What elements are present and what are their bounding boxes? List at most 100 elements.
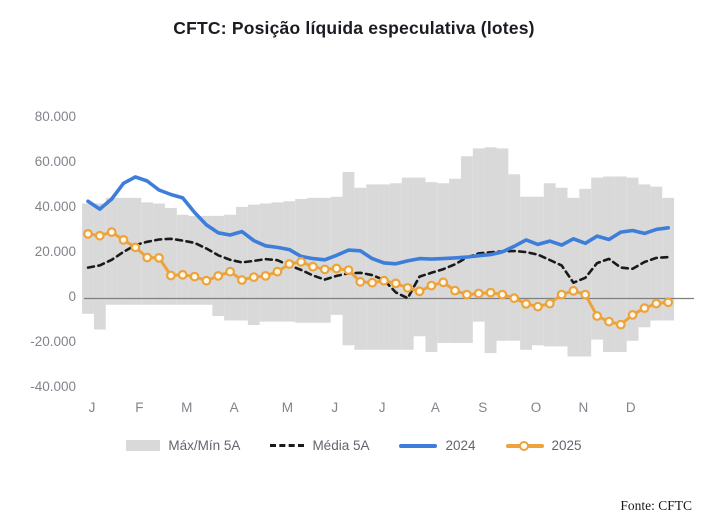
data-point-marker [509,293,520,304]
chart-title: CFTC: Posição líquida especulativa (lote… [173,18,535,38]
data-point-marker [402,283,413,293]
x-axis-month-label: M [281,400,293,415]
legend-swatch [270,444,305,447]
data-point-marker [236,275,247,285]
band-column [354,187,367,350]
band-column [650,186,663,321]
data-point-marker [94,230,105,241]
band-column [437,183,450,343]
data-point-marker [118,234,129,245]
data-point-marker [462,289,472,300]
y-axis-tick-label: 80.000 [34,109,76,124]
data-point-marker [260,271,271,281]
data-point-marker [106,227,117,238]
band-column [662,197,675,321]
legend-item-2025: 2025 [505,438,582,453]
data-point-marker [355,276,366,287]
legend-label: 2025 [551,438,582,453]
band-column [484,147,497,354]
data-point-marker [604,316,614,327]
band-column [389,183,402,350]
data-point-marker [272,266,283,277]
data-point-marker [627,310,638,320]
band-column [82,203,94,314]
data-point-marker [165,270,176,281]
x-axis-month-label: O [530,400,542,415]
data-point-marker [485,287,496,298]
data-point-marker [296,256,307,267]
band-column [449,178,461,343]
data-point-marker [343,265,354,276]
legend-label: Média 5A [312,438,370,453]
data-point-marker [201,275,212,286]
band-column [543,183,556,347]
data-point-marker [331,263,342,274]
band-column [164,208,177,305]
band-column [188,215,201,305]
data-point-marker [367,277,378,288]
data-point-marker [379,275,389,286]
band-column [460,156,473,343]
data-point-marker [639,303,650,314]
band-column [638,184,651,328]
y-axis-tick-label: 20.000 [34,244,76,259]
x-axis-month-label: S [478,400,488,415]
source-note: Fonte: CFTC [620,498,692,513]
data-point-marker [130,242,141,253]
data-point-marker [177,269,188,280]
data-point-marker [213,271,224,281]
series-2024-line [86,175,671,266]
band-column [259,203,272,322]
data-point-marker [154,252,164,263]
data-point-marker [248,272,259,283]
band-column [579,188,592,357]
legend-item-m-x-m-n-5a: Máx/Mín 5A [126,438,240,453]
data-point-marker [521,299,531,309]
data-point-marker [390,278,401,289]
band-column [105,197,118,305]
band-column [271,202,284,322]
data-point-marker [556,289,567,300]
x-axis-month-label: J [88,400,96,415]
x-axis-month-label: A [430,400,440,415]
y-axis-tick-label: -40.000 [30,379,76,394]
y-axis-tick-label: 0 [68,289,76,304]
data-point-marker [473,288,484,299]
data-point-marker [438,277,449,288]
band-column [532,196,544,346]
band-column [603,176,615,352]
data-point-marker [319,264,330,275]
legend-label: 2024 [445,438,476,453]
data-point-marker [533,301,543,312]
legend-swatch [399,443,438,448]
x-axis-month-label: J [331,400,339,415]
legend-swatch [505,440,544,451]
data-point-marker [663,297,674,308]
y-axis-tick-label: 40.000 [34,199,76,214]
y-axis-tick-label: 60.000 [34,154,76,169]
band-column [626,177,639,341]
data-point-marker [544,298,555,309]
band-column [425,182,438,353]
band-column [508,174,521,341]
band-column [591,177,604,340]
band-max-min-5a [82,147,675,357]
band-column [496,148,509,341]
band-column [117,197,130,305]
x-axis-month-label: N [578,400,589,415]
band-column [200,215,213,305]
band-column [212,215,225,317]
band-column [614,176,627,352]
data-point-marker [592,311,602,321]
data-point-marker [568,285,579,296]
data-point-marker [580,289,591,300]
band-column [247,204,260,326]
legend-marker-dot [518,440,529,451]
data-point-marker [615,319,626,330]
y-axis-tick-label: -20.000 [30,334,76,349]
data-point-marker [308,261,318,272]
series-2025-markers [83,227,674,330]
band-column [401,177,414,350]
